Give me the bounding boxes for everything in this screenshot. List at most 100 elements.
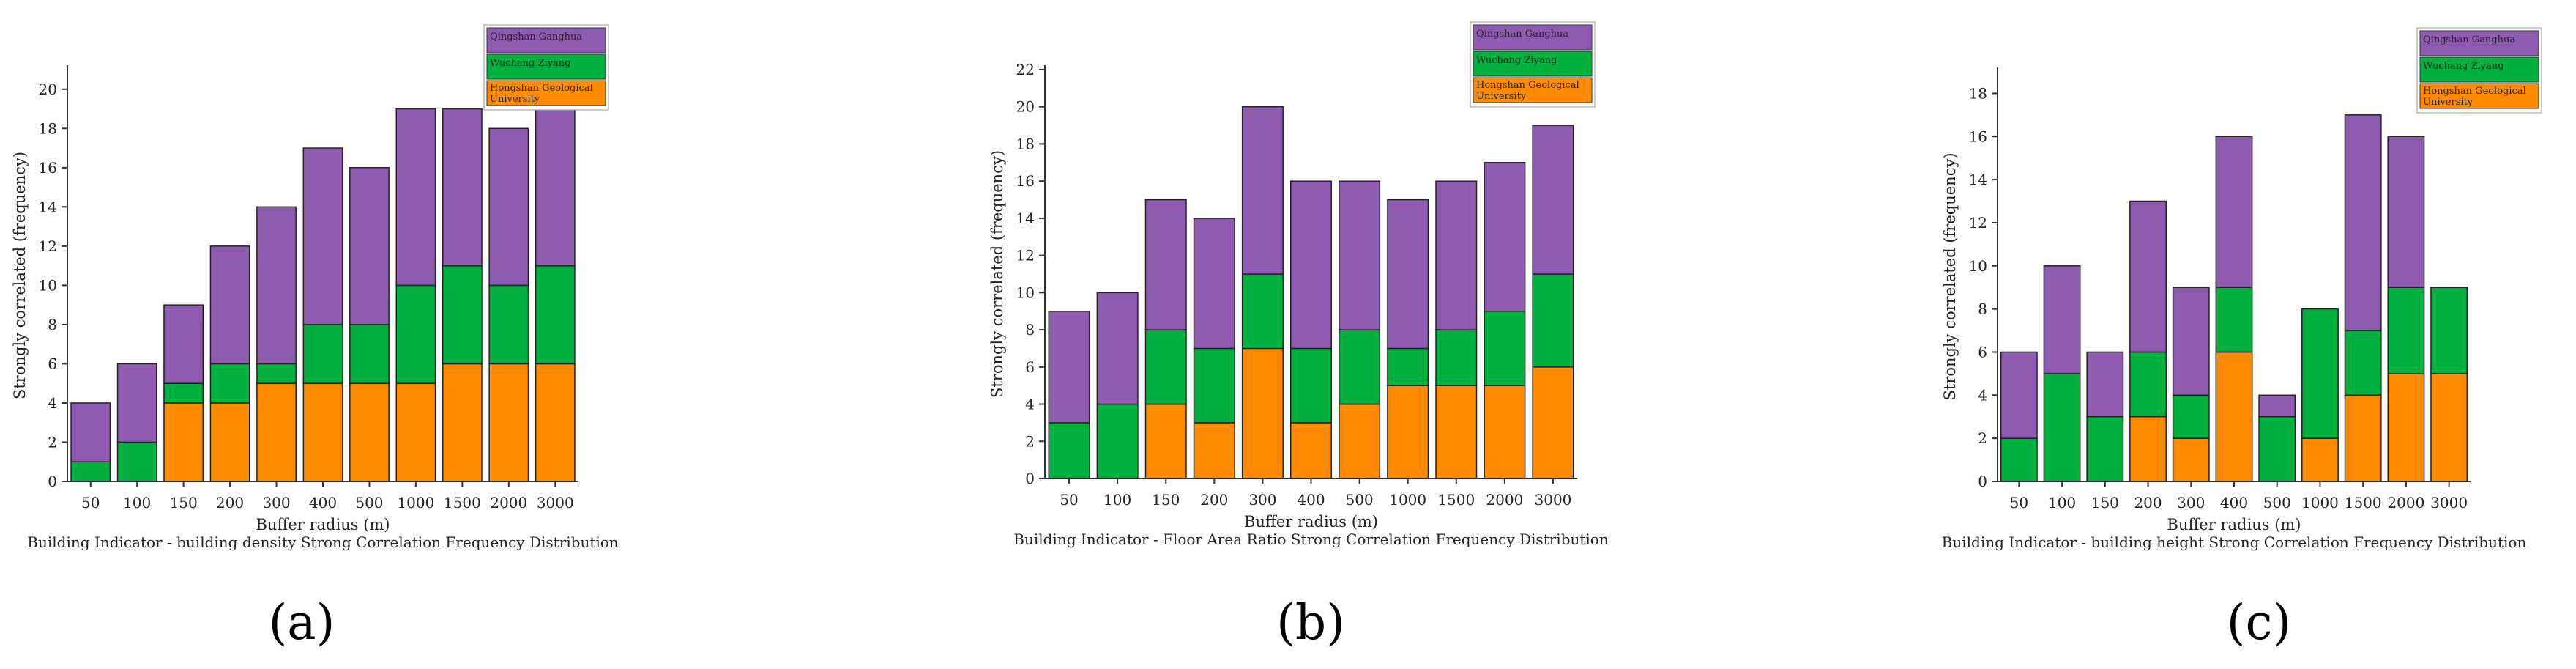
x-tick-label: 1000 <box>1389 491 1426 509</box>
y-tick-label: 2 <box>1025 432 1035 450</box>
x-tick-label: 100 <box>1103 491 1131 509</box>
bar-segment <box>1435 385 1478 479</box>
bar-segment <box>2215 136 2253 288</box>
bar-segment <box>2301 308 2339 439</box>
bar-segment <box>2129 200 2167 353</box>
legend-swatch <box>2419 30 2539 56</box>
y-tick-label: 16 <box>1016 172 1035 190</box>
bar-segment <box>1484 162 1526 312</box>
legend-label: Wuchang Ziyang <box>1476 55 1557 66</box>
bar-segment <box>163 304 204 384</box>
bar-segment <box>442 108 483 267</box>
bar-segment <box>535 108 576 267</box>
x-tick-label: 50 <box>81 494 100 511</box>
bar-segment <box>116 441 157 482</box>
bar-segment <box>1193 218 1235 350</box>
x-tick-label: 150 <box>170 494 198 511</box>
bar-segment <box>1387 385 1429 479</box>
y-tick-label: 16 <box>39 159 57 177</box>
bar-segment <box>2172 437 2210 482</box>
y-tick-label: 2 <box>1978 429 1987 447</box>
x-tick-label: 100 <box>2048 494 2076 511</box>
y-axis-label: Strongly correlated (frequency) <box>11 152 29 399</box>
x-tick-label: 1000 <box>2301 494 2339 511</box>
bar-segment <box>395 284 436 384</box>
bar-segment <box>2172 287 2210 396</box>
bar-segment <box>2215 351 2253 482</box>
bar-segment <box>2000 351 2038 439</box>
bar-segment <box>1532 273 1574 368</box>
bar-segment <box>2344 114 2382 331</box>
bar-segment <box>395 108 436 287</box>
bar-segment <box>302 382 343 482</box>
bar-segment <box>209 245 250 365</box>
legend-label: University <box>2423 97 2473 108</box>
bar-segment <box>442 265 483 365</box>
x-tick-label: 50 <box>1060 491 1078 509</box>
bar-segment <box>116 363 157 443</box>
y-tick-label: 10 <box>1969 257 1987 275</box>
bar-segment <box>2043 373 2081 482</box>
y-tick-label: 12 <box>39 237 57 255</box>
x-tick-label: 150 <box>2091 494 2119 511</box>
x-tick-label: 200 <box>2134 494 2162 511</box>
bar-segment <box>1241 106 1284 275</box>
bar-segment <box>70 402 111 462</box>
y-tick-label: 0 <box>1025 470 1035 487</box>
bar-segment <box>1387 347 1429 386</box>
legend-label: Qingshan Ganghua <box>1476 29 1568 40</box>
bar-segment <box>2258 394 2296 418</box>
x-tick-label: 3000 <box>1535 491 1572 509</box>
chart-title: Building Indicator - building density St… <box>27 533 619 551</box>
x-tick-label: 300 <box>1248 491 1276 509</box>
legend-label: Hongshan Geological <box>490 83 593 94</box>
legend: Qingshan Ganghua Wuchang Ziyang Hongshan G… <box>483 24 609 111</box>
y-tick-label: 18 <box>1016 135 1035 152</box>
x-axis-label: Buffer radius (m) <box>2167 516 2301 533</box>
bar-segment <box>1241 347 1284 479</box>
y-tick-label: 4 <box>1025 396 1035 413</box>
y-tick-label: 22 <box>1016 61 1035 78</box>
bar-segment <box>163 382 204 404</box>
y-tick-label: 14 <box>39 198 57 215</box>
bar-segment <box>2129 351 2167 418</box>
bar-segment <box>209 363 250 404</box>
bar-segment <box>488 127 529 287</box>
bar-segment <box>256 206 297 365</box>
legend: Qingshan Ganghua Wuchang Ziyang Hongshan G… <box>2416 27 2542 114</box>
legend-swatch <box>2419 83 2539 109</box>
y-tick-label: 18 <box>1969 84 1987 102</box>
legend-swatch <box>1473 24 1593 51</box>
x-tick-label: 400 <box>2220 494 2248 511</box>
y-tick-label: 10 <box>1016 284 1035 301</box>
bar-segment <box>1435 329 1478 386</box>
bar-segment <box>1048 422 1090 479</box>
bar-segment <box>1048 310 1090 424</box>
bar-segment <box>488 363 529 482</box>
legend-label: Wuchang Ziyang <box>2423 61 2504 72</box>
bar-segment <box>349 167 390 325</box>
bar-segment <box>2129 415 2167 482</box>
x-tick-label: 200 <box>1200 491 1228 509</box>
bar-segment <box>1289 347 1333 424</box>
y-tick-label: 4 <box>1978 386 1987 404</box>
bar-segment <box>2387 373 2425 482</box>
legend-swatch <box>486 27 606 53</box>
y-tick-label: 2 <box>48 433 57 451</box>
y-tick-label: 14 <box>1969 171 1987 188</box>
bar-segment <box>1096 403 1139 479</box>
y-axis-label: Strongly correlated (frequency) <box>1941 152 1959 400</box>
bar-segment <box>1339 180 1381 330</box>
bar-segment <box>442 363 483 482</box>
y-tick-label: 12 <box>1969 214 1987 232</box>
bar-segment <box>1241 273 1284 350</box>
x-tick-label: 1500 <box>1437 491 1475 509</box>
bar-segment <box>1532 366 1574 479</box>
x-tick-label: 1500 <box>2345 494 2382 511</box>
x-tick-label: 3000 <box>2430 494 2468 511</box>
panel-label: (c) <box>2227 594 2291 651</box>
x-tick-label: 2000 <box>1486 491 1523 509</box>
bar-segment <box>1435 180 1478 330</box>
bar-segment <box>256 382 297 482</box>
